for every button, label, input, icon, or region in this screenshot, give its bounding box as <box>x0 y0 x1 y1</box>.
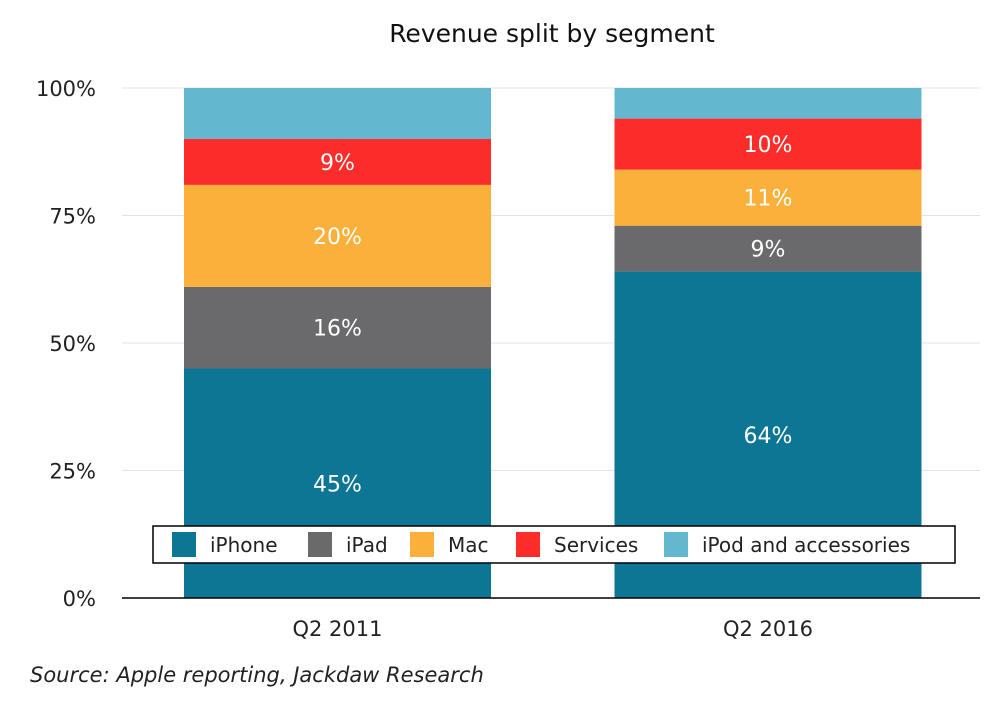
bar-segment-ipad <box>184 286 491 369</box>
x-category-label: Q2 2016 <box>723 617 813 641</box>
legend-label: Mac <box>448 533 489 557</box>
data-label: 9% <box>320 151 355 176</box>
legend-label: iPad <box>346 533 388 557</box>
legend-swatch <box>410 532 434 557</box>
y-tick-label: 25% <box>49 460 96 484</box>
legend-box <box>152 525 956 564</box>
legend-swatch <box>172 532 196 557</box>
source-note: Source: Apple reporting, Jackdaw Researc… <box>30 663 484 687</box>
bar-segment-ipod-and-accessories <box>184 88 491 139</box>
bar-segment-services <box>184 139 491 185</box>
legend-label: iPhone <box>210 533 278 557</box>
chart-title: Revenue split by segment <box>389 19 715 48</box>
bar-segment-services <box>614 118 922 170</box>
y-tick-label: 0% <box>63 587 96 611</box>
bar-segment-mac <box>184 184 491 287</box>
legend-swatch <box>664 532 688 557</box>
data-label: 64% <box>744 424 793 449</box>
legend-swatch <box>308 532 332 557</box>
data-label: 11% <box>744 187 793 212</box>
y-tick-label: 75% <box>49 205 96 229</box>
x-category-label: Q2 2011 <box>292 617 382 641</box>
data-label: 16% <box>313 317 362 342</box>
data-label: 9% <box>751 238 786 263</box>
bar-segment-ipod-and-accessories <box>614 88 922 119</box>
y-tick-label: 50% <box>49 332 96 356</box>
bar-segment-ipad <box>614 225 922 272</box>
legend: iPhone iPad Mac Services iPod and accessorie… <box>152 525 956 564</box>
legend-label: iPod and accessories <box>702 533 910 557</box>
bar-segment-mac <box>614 169 922 226</box>
legend-label: Services <box>554 533 638 557</box>
y-axis-ticks: 0% 25% 50% 75% 100% <box>36 77 96 611</box>
data-label: 10% <box>744 133 793 158</box>
bars: 45% 16% 20% 9% 64% 9% 11% 10% <box>184 88 922 598</box>
data-label: 20% <box>313 225 362 250</box>
y-tick-label: 100% <box>36 77 96 101</box>
data-label: 45% <box>313 472 362 497</box>
x-axis-categories: Q2 2011 Q2 2016 <box>292 617 813 641</box>
legend-swatch <box>516 532 540 557</box>
